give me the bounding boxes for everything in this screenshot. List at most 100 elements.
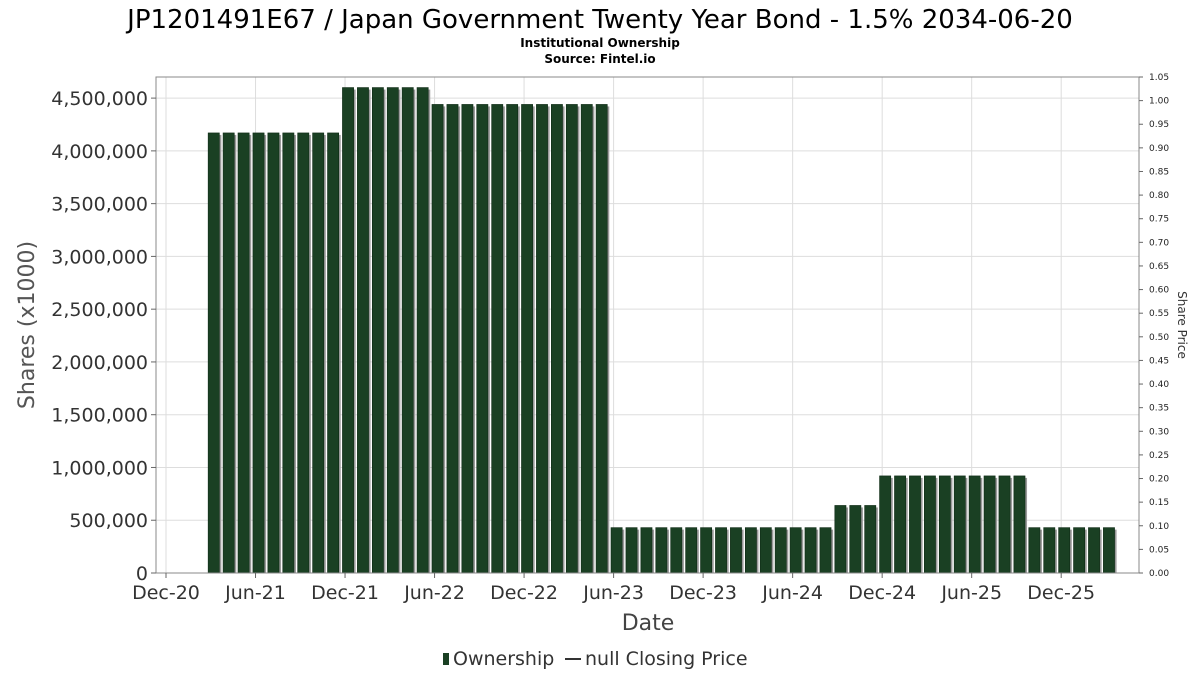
ownership-bar <box>909 475 921 574</box>
ownership-bar <box>759 527 772 574</box>
y2-tick-label: 0.60 <box>1149 286 1169 296</box>
y2-tick-label: 0.10 <box>1149 522 1169 532</box>
y-axis-label: Shares (x1000) <box>15 241 40 409</box>
x-tick-label: Jun-22 <box>403 582 465 604</box>
ownership-bar <box>207 132 220 574</box>
ownership-bar <box>506 104 519 574</box>
ownership-bar <box>983 475 996 574</box>
ownership-bar <box>461 104 474 574</box>
ownership-bar <box>1073 527 1086 574</box>
ownership-bar <box>715 527 727 574</box>
ownership-bar <box>804 527 817 574</box>
ownership-bar <box>297 132 310 574</box>
ownership-bar <box>222 132 235 574</box>
y2-axis-ticks: 0.00 0.05 0.10 0.15 0.20 0.25 0.30 0.35 0.40 0.45… <box>1139 73 1169 579</box>
y2-tick-label: 0.75 <box>1149 215 1169 225</box>
y2-tick-label: 0.80 <box>1149 191 1169 201</box>
legend-ownership-label: Ownership <box>453 648 554 670</box>
ownership-bar <box>774 527 787 574</box>
y2-tick-label: 0.90 <box>1149 144 1169 154</box>
x-tick-label: Jun-25 <box>940 582 1002 604</box>
ownership-bar <box>625 527 638 574</box>
x-tick-label: Jun-24 <box>761 582 823 604</box>
ownership-bar <box>312 132 325 574</box>
ownership-bar <box>595 104 608 574</box>
ownership-bar <box>491 104 504 574</box>
ownership-bar <box>924 475 936 574</box>
y-tick-label: 1,000,000 <box>51 457 148 479</box>
ownership-bar <box>327 132 340 574</box>
chart-subtitle-2: Source: Fintel.io <box>544 52 655 66</box>
y-tick-label: 0 <box>136 563 148 585</box>
ownership-bar <box>1028 527 1041 574</box>
y-axis-ticks: 0 500,000 1,000,000 1,500,000 2,000,000 2,500… <box>51 88 156 585</box>
x-tick-label: Jun-21 <box>224 582 286 604</box>
y2-tick-label: 0.50 <box>1149 333 1169 343</box>
ownership-bar <box>401 87 414 574</box>
legend-price-label: null Closing Price <box>585 648 748 670</box>
ownership-bar <box>282 132 295 574</box>
ownership-bar <box>551 104 563 574</box>
ownership-bar <box>640 527 653 574</box>
chart-title: JP1201491E67 / Japan Government Twenty Y… <box>125 5 1073 35</box>
y2-tick-label: 0.20 <box>1149 475 1169 485</box>
y-tick-label: 4,500,000 <box>51 88 148 110</box>
ownership-bar <box>744 527 757 574</box>
ownership-bar <box>386 87 399 574</box>
ownership-bar <box>953 475 966 574</box>
y-tick-label: 3,000,000 <box>51 246 148 268</box>
y-tick-label: 3,500,000 <box>51 194 148 216</box>
x-tick-label: Dec-23 <box>669 582 737 604</box>
x-tick-label: Dec-20 <box>132 582 200 604</box>
ownership-bar <box>998 475 1011 574</box>
y2-tick-label: 0.30 <box>1149 427 1169 437</box>
y2-tick-label: 0.65 <box>1149 262 1169 272</box>
ownership-bar <box>536 104 548 574</box>
ownership-bar <box>968 475 981 574</box>
plot-area-border <box>155 76 1140 574</box>
ownership-bar <box>1088 527 1100 574</box>
ownership-bar <box>1043 527 1056 574</box>
chart-subtitle-1: Institutional Ownership <box>520 36 680 50</box>
ownership-bar <box>685 527 698 574</box>
y-tick-label: 4,000,000 <box>51 141 148 163</box>
x-tick-label: Dec-21 <box>311 582 379 604</box>
ownership-bar <box>416 87 429 574</box>
y2-tick-label: 0.05 <box>1149 545 1169 555</box>
y2-tick-label: 0.85 <box>1149 167 1169 177</box>
ownership-bar <box>357 87 369 574</box>
y2-tick-label: 0.40 <box>1149 380 1169 390</box>
y-tick-label: 2,000,000 <box>51 352 148 374</box>
ownership-bar <box>237 132 250 574</box>
ownership-bar <box>864 505 877 574</box>
x-tick-label: Jun-23 <box>582 582 644 604</box>
ownership-bar <box>431 104 444 574</box>
y2-tick-label: 0.15 <box>1149 498 1169 508</box>
y2-tick-label: 0.25 <box>1149 451 1169 461</box>
y2-tick-label: 1.05 <box>1149 73 1169 83</box>
x-tick-label: Dec-25 <box>1027 582 1095 604</box>
ownership-bar <box>879 475 892 574</box>
y2-tick-label: 0.95 <box>1149 120 1169 130</box>
x-axis-ticks: Dec-20 Jun-21 Dec-21 Jun-22 Dec-22 Jun-23 Dec-… <box>132 573 1095 604</box>
ownership-bar <box>446 104 459 574</box>
ownership-bar <box>252 132 265 574</box>
ownership-bar <box>476 104 489 574</box>
ownership-bar <box>580 104 593 574</box>
y-tick-label: 500,000 <box>69 510 148 532</box>
y-tick-label: 2,500,000 <box>51 299 148 321</box>
ownership-bars <box>207 87 1117 574</box>
y2-axis-label: Share Price <box>1175 291 1189 359</box>
y2-tick-label: 0.70 <box>1149 238 1169 248</box>
y2-tick-label: 0.35 <box>1149 404 1169 414</box>
y2-tick-label: 0.00 <box>1149 569 1169 579</box>
ownership-bar <box>1103 527 1115 574</box>
x-axis-label: Date <box>622 611 675 636</box>
x-tick-label: Dec-24 <box>848 582 916 604</box>
ownership-bar <box>267 132 280 574</box>
ownership-bar <box>670 527 683 574</box>
ownership-bar <box>655 527 668 574</box>
ownership-bar <box>819 527 832 574</box>
ownership-bar <box>342 87 354 574</box>
ownership-bar <box>1013 475 1026 574</box>
